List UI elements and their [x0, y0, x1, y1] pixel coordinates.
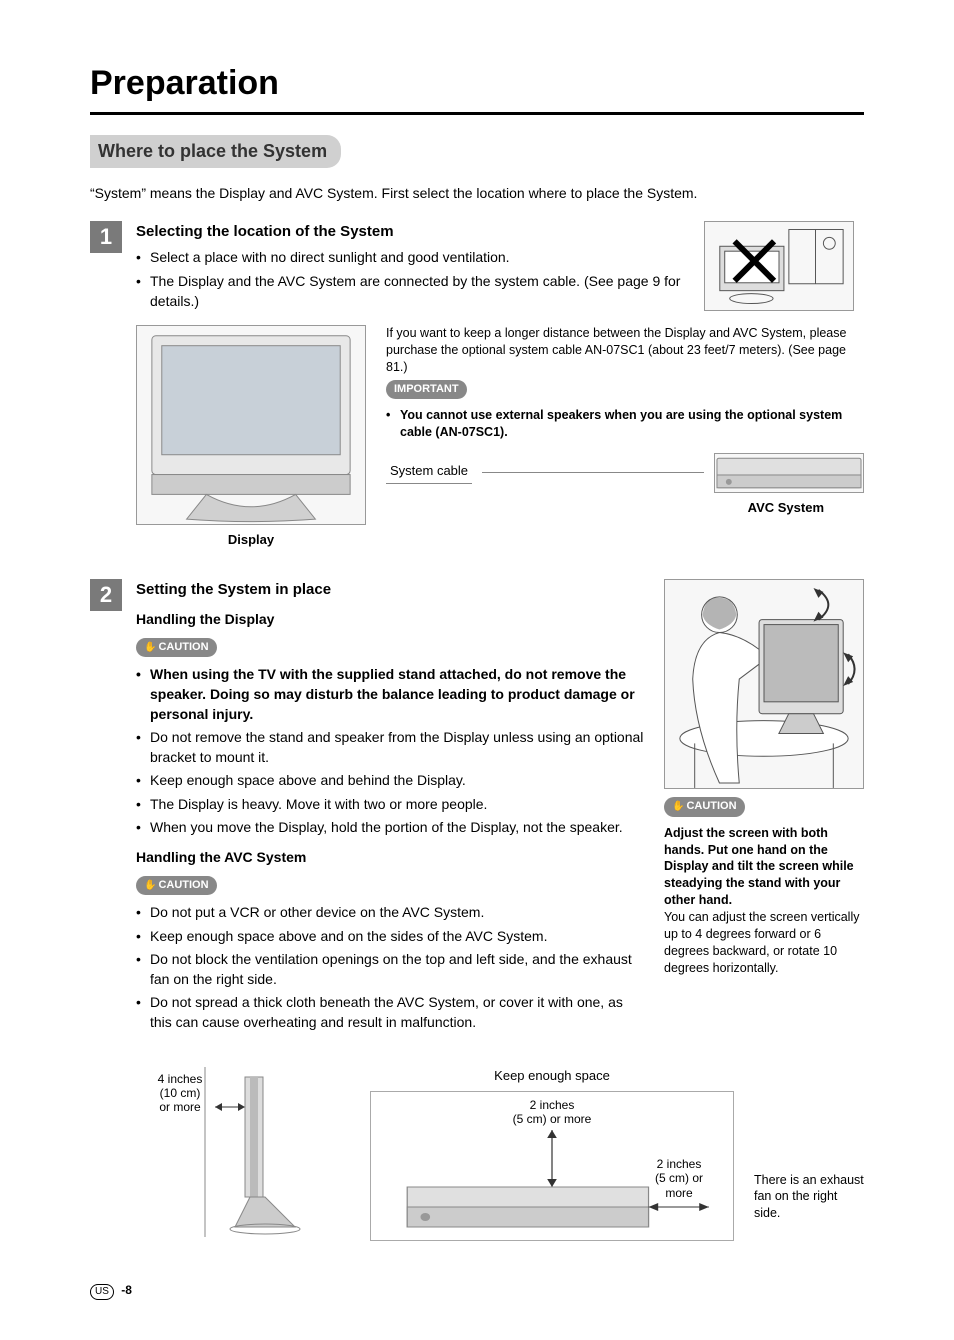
page-footer: US -8 — [90, 1282, 864, 1300]
important-badge: IMPORTANT — [386, 380, 467, 399]
caution-badge: CAUTION — [136, 638, 217, 657]
exhaust-fan-note: There is an exhaust fan on the right sid… — [754, 1172, 864, 1223]
step-2-number: 2 — [90, 579, 122, 611]
important-bullet: You cannot use external speakers when yo… — [386, 407, 864, 441]
step-1-bullet: Select a place with no direct sunlight a… — [136, 248, 684, 268]
system-cable-label: System cable — [386, 462, 472, 483]
spacing-diagram: 4 inches (10 cm) or more Keep enough spa… — [90, 1067, 864, 1243]
adjust-instruction-text: You can adjust the screen vertically up … — [664, 909, 864, 977]
display-illustration — [136, 325, 366, 525]
avc-handling-bullets: Do not put a VCR or other device on the … — [136, 903, 646, 1033]
important-text: You cannot use external speakers when yo… — [386, 407, 864, 441]
adjust-instruction-bold: Adjust the screen with both hands. Put o… — [664, 825, 864, 909]
right-clearance-label: 2 inches (5 cm) or more — [655, 1157, 703, 1200]
avc-bullet: Do not spread a thick cloth beneath the … — [136, 993, 646, 1032]
step-1-number: 1 — [90, 221, 122, 253]
step-1-bullet: The Display and the AVC System are conne… — [136, 272, 684, 311]
step-1-sidenote: If you want to keep a longer distance be… — [386, 325, 864, 376]
display-bullet: Keep enough space above and behind the D… — [136, 771, 646, 791]
avc-bullet: Do not put a VCR or other device on the … — [136, 903, 646, 923]
intro-text: “System” means the Display and AVC Syste… — [90, 184, 864, 204]
step-1-bullets: Select a place with no direct sunlight a… — [136, 248, 684, 311]
region-badge: US — [90, 1284, 114, 1300]
avc-bullet: Keep enough space above and on the sides… — [136, 927, 646, 947]
side-clearance-label: 4 inches (10 cm) or more — [150, 1072, 210, 1115]
display-bullet-bold: When using the TV with the supplied stan… — [136, 665, 646, 724]
step-2: 2 Setting the System in place Handling t… — [90, 579, 864, 1036]
step-2-title: Setting the System in place — [136, 579, 646, 600]
step-2-sub2: Handling the AVC System — [136, 848, 646, 868]
caution-badge: CAUTION — [664, 797, 745, 816]
above-clearance-label: 2 inches (5 cm) or more — [513, 1098, 592, 1127]
step-1-title: Selecting the location of the System — [136, 221, 684, 242]
page-number: -8 — [121, 1283, 132, 1297]
avc-illustration — [714, 453, 864, 493]
section-heading: Where to place the System — [90, 135, 341, 168]
display-bullet: The Display is heavy. Move it with two o… — [136, 795, 646, 815]
adjust-screen-illustration — [664, 579, 864, 789]
avc-bullet: Do not block the ventilation openings on… — [136, 950, 646, 989]
display-bullet: When you move the Display, hold the port… — [136, 818, 646, 838]
avc-label: AVC System — [386, 499, 864, 517]
display-handling-bullets: When using the TV with the supplied stan… — [136, 665, 646, 838]
keep-space-label: Keep enough space — [370, 1067, 734, 1085]
caution-badge: CAUTION — [136, 876, 217, 895]
step-2-sub1: Handling the Display — [136, 610, 646, 630]
step-1: 1 Selecting the location of the System S… — [90, 221, 864, 549]
page-title: Preparation — [90, 60, 864, 115]
display-label: Display — [136, 531, 366, 549]
display-bullet: Do not remove the stand and speaker from… — [136, 728, 646, 767]
sunlight-warning-illustration — [704, 221, 854, 311]
